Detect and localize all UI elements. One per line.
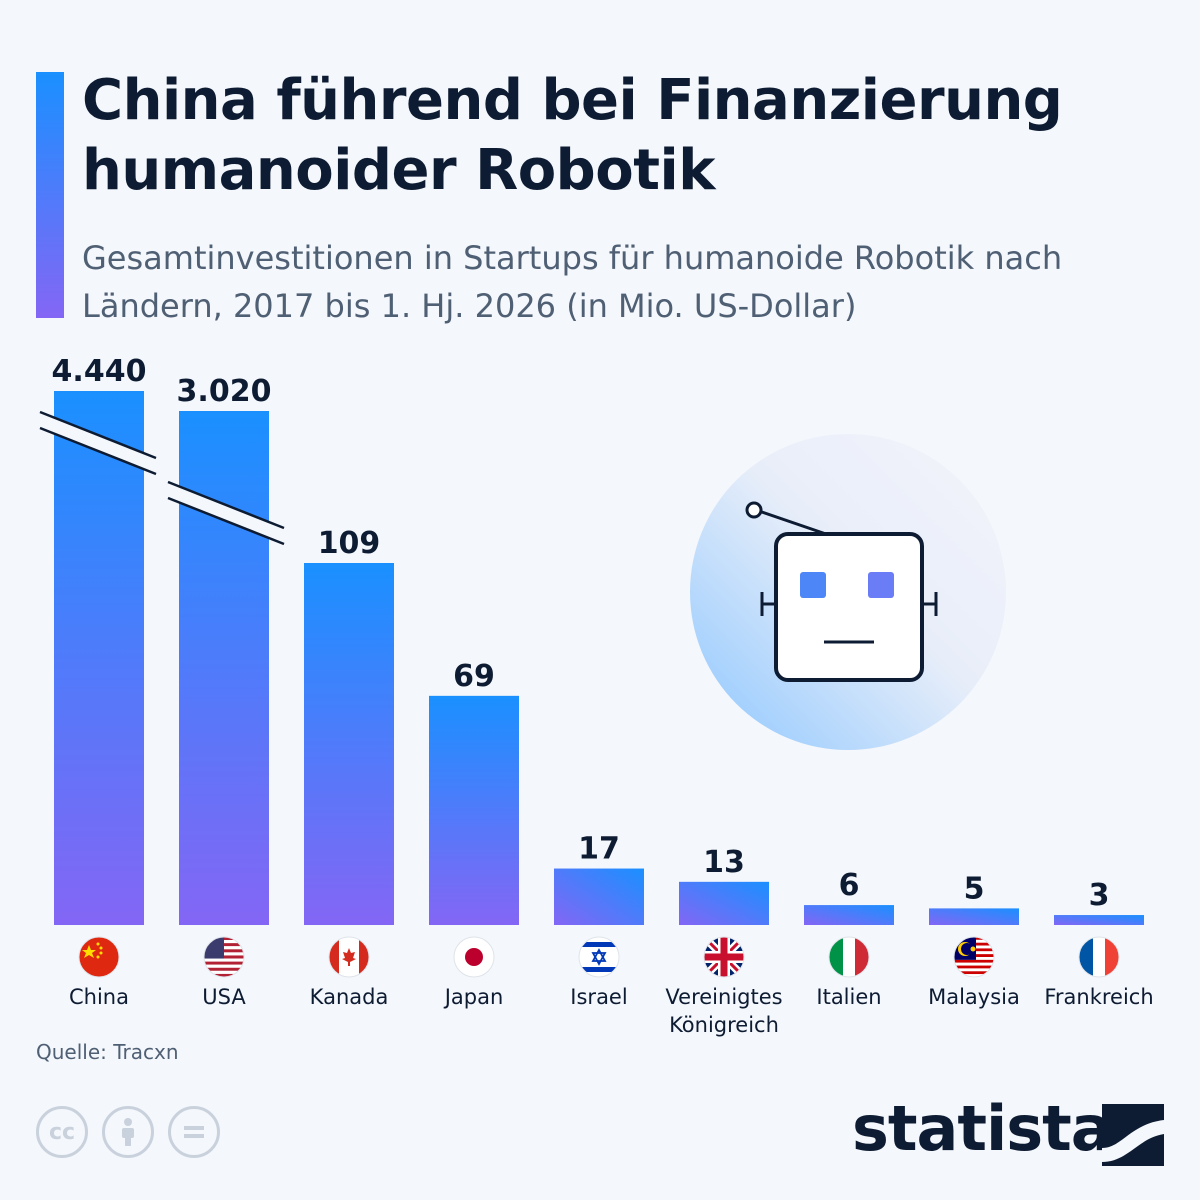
license-icons: cc [36, 1106, 220, 1158]
japan-flag-icon [453, 936, 495, 978]
value-label-kanada: 109 [318, 526, 381, 561]
value-label-vereinigtes-konigreich: 13 [703, 845, 745, 880]
value-label-israel: 17 [578, 832, 620, 867]
category-label-frankreich: Frankreich [1044, 985, 1153, 1009]
category-label-malaysia: Malaysia [928, 985, 1020, 1009]
bar-malaysia [929, 908, 1019, 925]
axis-break-line [167, 496, 285, 546]
axis-break-line [39, 410, 157, 460]
value-label-china: 4.440 [52, 354, 147, 389]
value-label-italien: 6 [839, 868, 860, 903]
value-label-japan: 69 [453, 659, 495, 694]
bar-china [54, 391, 144, 925]
canada-flag-icon [328, 936, 370, 978]
attribution-icon[interactable] [102, 1106, 154, 1158]
statista-logo-icon [1102, 1104, 1164, 1166]
bar-kanada [304, 563, 394, 925]
axis-break-line [39, 426, 157, 476]
bar-chart: 4.440 3.020 109 69 17 13 6 5 3 China USA Kanada Jap… [39, 354, 1154, 1037]
value-label-malaysia: 5 [964, 871, 985, 906]
bar-japan [429, 695, 519, 925]
china-flag-icon [78, 936, 120, 978]
category-label-italien: Italien [816, 985, 881, 1009]
bar-israel [554, 868, 644, 925]
france-flag-icon [1078, 936, 1120, 978]
category-label-usa: USA [202, 985, 246, 1009]
category-label-israel: Israel [570, 985, 627, 1009]
title-accent-bar [36, 72, 64, 318]
bar-vereinigtes-konigreich [679, 881, 769, 925]
robot-illustration [690, 434, 1006, 750]
italy-flag-icon [828, 936, 870, 978]
category-label-japan: Japan [443, 985, 504, 1009]
source-note: Quelle: Tracxn [36, 1040, 179, 1064]
bar-italien [804, 905, 894, 925]
israel-flag-icon [578, 936, 620, 978]
uk-flag-icon [703, 936, 745, 978]
cc-icon[interactable]: cc [36, 1106, 88, 1158]
axis-break-line [167, 480, 285, 530]
category-label-china: China [69, 985, 129, 1009]
malaysia-flag-icon [953, 936, 995, 978]
axis-break-mark [168, 482, 284, 544]
no-derivatives-icon[interactable] [168, 1106, 220, 1158]
bar-frankreich [1054, 915, 1144, 925]
usa-flag-icon [203, 936, 245, 978]
value-label-frankreich: 3 [1089, 878, 1110, 913]
axis-break-mark [40, 412, 156, 474]
statista-logo-text: statista [852, 1092, 1113, 1165]
chart-subtitle: Gesamtinvestitionen in Startups für huma… [82, 239, 1063, 325]
value-label-usa: 3.020 [177, 374, 272, 409]
category-label-vereinigtes-konigreich: Vereinigtes Königreich [665, 985, 782, 1037]
chart-title: China führend bei Finanzierung humanoide… [82, 68, 1063, 203]
category-label-kanada: Kanada [310, 985, 389, 1009]
bar-usa [179, 411, 269, 925]
